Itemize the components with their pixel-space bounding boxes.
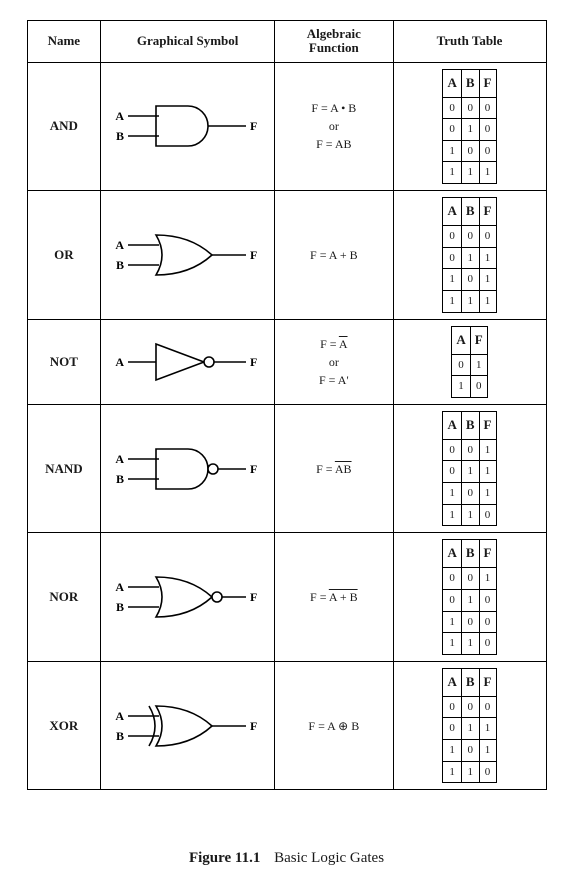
- svg-text:A: A: [115, 238, 124, 252]
- svg-text:B: B: [116, 729, 124, 743]
- gate-symbol: A B F: [101, 404, 275, 533]
- svg-text:A: A: [115, 109, 124, 123]
- gate-row-xor: XOR A B F F = A ⊕ B ABF000011101110: [27, 661, 546, 790]
- gate-name: XOR: [27, 661, 101, 790]
- figure-title: Basic Logic Gates: [274, 850, 384, 866]
- svg-text:B: B: [116, 129, 124, 143]
- gate-function: F = A ⊕ B: [275, 661, 393, 790]
- gate-truth: ABF000011101110: [393, 661, 546, 790]
- gate-name: OR: [27, 191, 101, 320]
- truth-table: ABF000010100111: [442, 69, 496, 185]
- gate-truth: ABF000010100111: [393, 62, 546, 191]
- header-name: Name: [27, 21, 101, 63]
- truth-table: ABF000011101111: [442, 197, 496, 313]
- gate-function: F = A • BorF = AB: [275, 62, 393, 191]
- gate-truth: ABF000011101111: [393, 191, 546, 320]
- gate-name: NAND: [27, 404, 101, 533]
- gate-function: F = AB: [275, 404, 393, 533]
- gate-symbol: A B F: [101, 62, 275, 191]
- figure-caption: Figure 11.1 Basic Logic Gates: [20, 850, 553, 867]
- header-symbol: Graphical Symbol: [101, 21, 275, 63]
- gate-symbol: A B F: [101, 661, 275, 790]
- gate-name: NOR: [27, 533, 101, 662]
- svg-text:A: A: [115, 709, 124, 723]
- gate-row-nand: NAND A B F F = AB ABF001011101110: [27, 404, 546, 533]
- gate-row-or: OR A B F F = A + B ABF000011101111: [27, 191, 546, 320]
- svg-text:B: B: [116, 258, 124, 272]
- gate-symbol: AF: [101, 319, 275, 404]
- gate-name: AND: [27, 62, 101, 191]
- gate-truth: ABF001011101110: [393, 404, 546, 533]
- svg-text:A: A: [115, 452, 124, 466]
- figure-ref: Figure 11.1: [189, 850, 260, 866]
- truth-table: AF0110: [451, 326, 487, 398]
- svg-text:B: B: [116, 472, 124, 486]
- header-truth: Truth Table: [393, 21, 546, 63]
- svg-text:F: F: [250, 355, 257, 369]
- svg-text:F: F: [250, 248, 257, 262]
- gate-row-and: AND A B F F = A • BorF = AB ABF0000101001…: [27, 62, 546, 191]
- svg-text:A: A: [115, 580, 124, 594]
- truth-table: ABF001010100110: [442, 539, 496, 655]
- svg-text:F: F: [250, 462, 257, 476]
- gate-symbol: A B F: [101, 191, 275, 320]
- gate-row-not: NOT AF F = AorF = A' AF0110: [27, 319, 546, 404]
- logic-gates-table: Name Graphical Symbol AlgebraicFunction …: [27, 20, 547, 790]
- gate-function: F = AorF = A': [275, 319, 393, 404]
- truth-table: ABF001011101110: [442, 411, 496, 527]
- gate-name: NOT: [27, 319, 101, 404]
- gate-symbol: A B F: [101, 533, 275, 662]
- header-func: AlgebraicFunction: [275, 21, 393, 63]
- svg-text:F: F: [250, 719, 257, 733]
- gate-truth: AF0110: [393, 319, 546, 404]
- gate-row-nor: NOR A B F F = A + B ABF001010100110: [27, 533, 546, 662]
- gate-function: F = A + B: [275, 533, 393, 662]
- svg-text:F: F: [250, 590, 257, 604]
- svg-text:A: A: [115, 355, 124, 369]
- gate-truth: ABF001010100110: [393, 533, 546, 662]
- svg-text:F: F: [250, 119, 257, 133]
- truth-table: ABF000011101110: [442, 668, 496, 784]
- svg-text:B: B: [116, 600, 124, 614]
- gate-function: F = A + B: [275, 191, 393, 320]
